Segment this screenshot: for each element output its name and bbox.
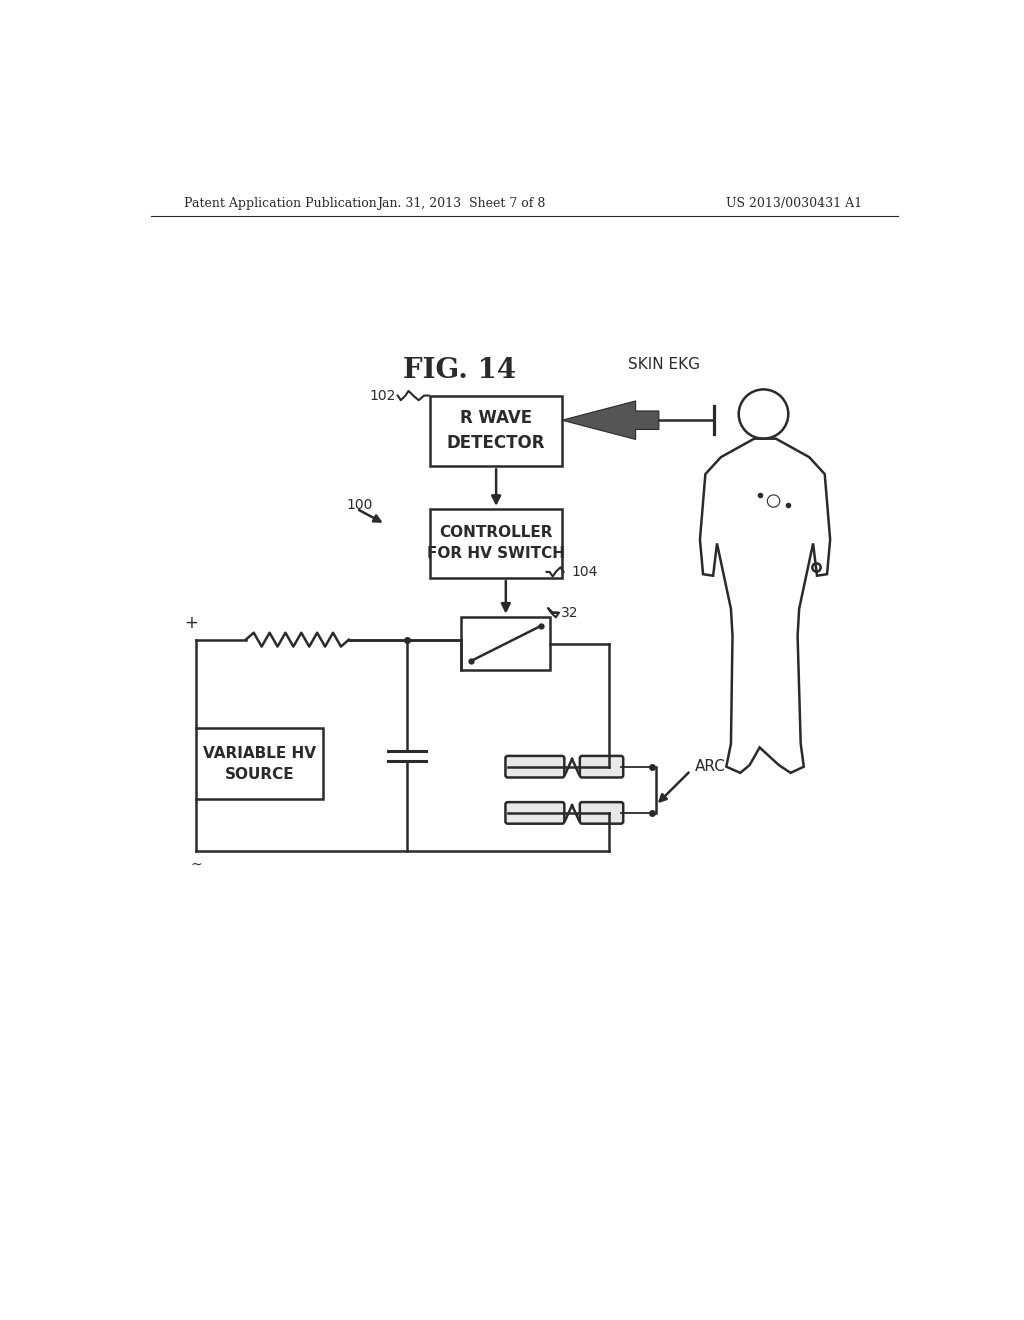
- Text: ARC: ARC: [694, 759, 725, 775]
- Polygon shape: [562, 401, 658, 440]
- FancyBboxPatch shape: [506, 803, 564, 824]
- Text: Jan. 31, 2013  Sheet 7 of 8: Jan. 31, 2013 Sheet 7 of 8: [377, 197, 546, 210]
- Bar: [430, 396, 562, 466]
- Text: 102: 102: [369, 388, 395, 403]
- FancyBboxPatch shape: [506, 756, 564, 777]
- Bar: [197, 729, 324, 799]
- FancyBboxPatch shape: [580, 756, 624, 777]
- Text: SKIN EKG: SKIN EKG: [628, 358, 699, 372]
- Text: +: +: [184, 614, 199, 632]
- Bar: [430, 508, 562, 578]
- Text: 32: 32: [560, 606, 578, 619]
- Text: VARIABLE HV
SOURCE: VARIABLE HV SOURCE: [203, 746, 316, 781]
- Text: US 2013/0030431 A1: US 2013/0030431 A1: [726, 197, 862, 210]
- Text: 104: 104: [571, 565, 598, 579]
- Bar: [461, 616, 550, 671]
- Text: 100: 100: [346, 498, 373, 512]
- Text: CONTROLLER
FOR HV SWITCH: CONTROLLER FOR HV SWITCH: [427, 525, 565, 561]
- FancyBboxPatch shape: [580, 803, 624, 824]
- Text: R WAVE
DETECTOR: R WAVE DETECTOR: [446, 409, 546, 453]
- Text: FIG. 14: FIG. 14: [403, 356, 516, 384]
- Text: ~: ~: [190, 858, 202, 871]
- Text: Patent Application Publication: Patent Application Publication: [183, 197, 377, 210]
